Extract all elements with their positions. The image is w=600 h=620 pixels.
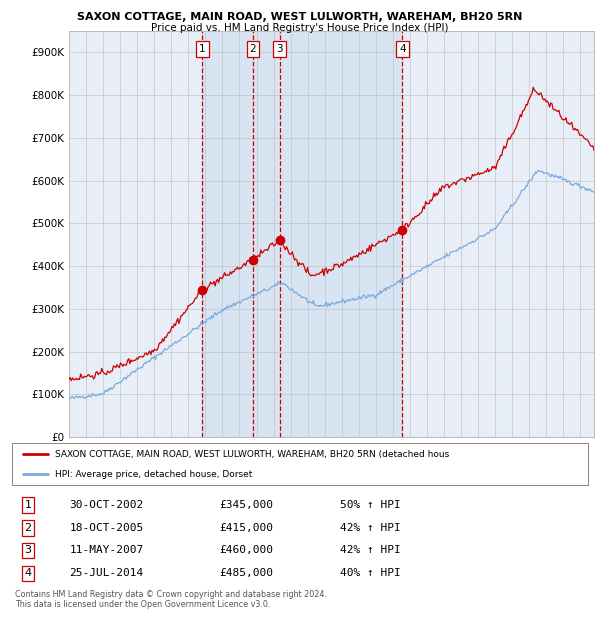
Text: 30-OCT-2002: 30-OCT-2002 xyxy=(70,500,144,510)
Text: Contains HM Land Registry data © Crown copyright and database right 2024.: Contains HM Land Registry data © Crown c… xyxy=(15,590,327,600)
Text: 40% ↑ HPI: 40% ↑ HPI xyxy=(340,569,401,578)
Text: 1: 1 xyxy=(199,44,206,55)
Text: 42% ↑ HPI: 42% ↑ HPI xyxy=(340,546,401,556)
Text: £460,000: £460,000 xyxy=(220,546,274,556)
Text: Price paid vs. HM Land Registry's House Price Index (HPI): Price paid vs. HM Land Registry's House … xyxy=(151,23,449,33)
Text: 18-OCT-2005: 18-OCT-2005 xyxy=(70,523,144,533)
Text: 50% ↑ HPI: 50% ↑ HPI xyxy=(340,500,401,510)
Text: £415,000: £415,000 xyxy=(220,523,274,533)
Text: SAXON COTTAGE, MAIN ROAD, WEST LULWORTH, WAREHAM, BH20 5RN (detached hous: SAXON COTTAGE, MAIN ROAD, WEST LULWORTH,… xyxy=(55,450,449,459)
Text: 25-JUL-2014: 25-JUL-2014 xyxy=(70,569,144,578)
Bar xyxy=(202,31,403,437)
Text: 11-MAY-2007: 11-MAY-2007 xyxy=(70,546,144,556)
Text: SAXON COTTAGE, MAIN ROAD, WEST LULWORTH, WAREHAM, BH20 5RN: SAXON COTTAGE, MAIN ROAD, WEST LULWORTH,… xyxy=(77,12,523,22)
Text: 4: 4 xyxy=(399,44,406,55)
Text: 4: 4 xyxy=(25,569,32,578)
Text: 1: 1 xyxy=(25,500,32,510)
Text: 42% ↑ HPI: 42% ↑ HPI xyxy=(340,523,401,533)
Text: 3: 3 xyxy=(277,44,283,55)
Text: £485,000: £485,000 xyxy=(220,569,274,578)
Text: 3: 3 xyxy=(25,546,32,556)
Text: £345,000: £345,000 xyxy=(220,500,274,510)
Text: HPI: Average price, detached house, Dorset: HPI: Average price, detached house, Dors… xyxy=(55,470,253,479)
Text: 2: 2 xyxy=(250,44,256,55)
Text: This data is licensed under the Open Government Licence v3.0.: This data is licensed under the Open Gov… xyxy=(15,600,271,609)
Text: 2: 2 xyxy=(25,523,32,533)
